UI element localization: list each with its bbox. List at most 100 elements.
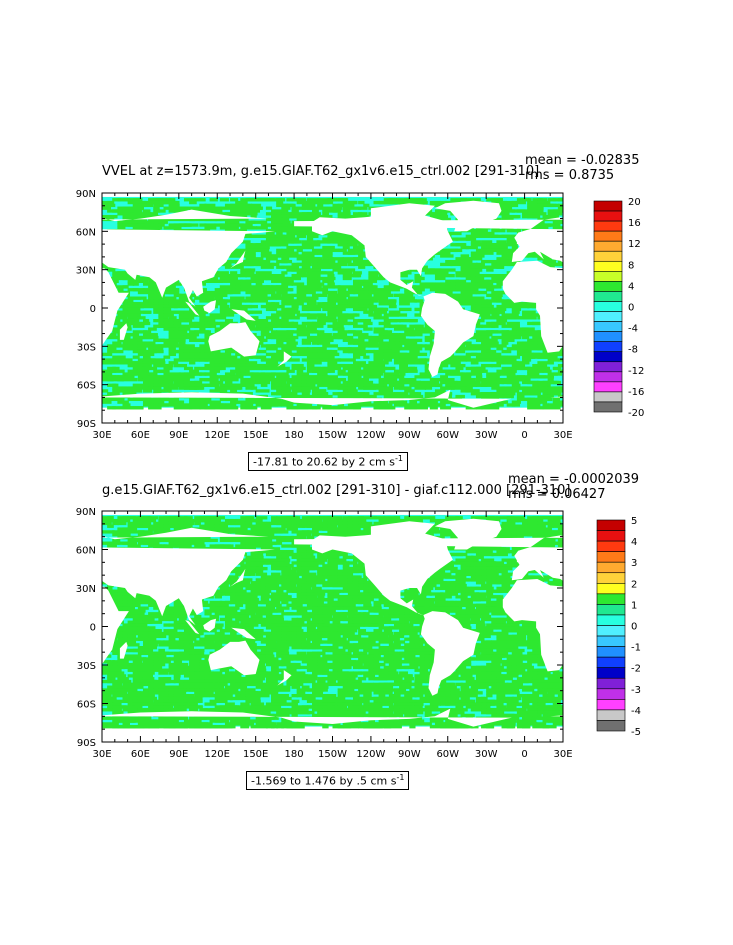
ocean-cell — [481, 240, 493, 244]
ocean-cell — [424, 316, 442, 320]
ocean-cell — [173, 299, 180, 303]
ocean-cell — [547, 372, 558, 376]
ocean-cell — [214, 271, 229, 275]
ocean-cell — [102, 276, 109, 281]
ocean-cell — [148, 245, 162, 250]
ocean-cell — [260, 223, 278, 227]
ocean-cell — [168, 262, 177, 267]
ocean-cell — [527, 338, 541, 342]
ocean-cell — [189, 400, 206, 404]
ocean-cell — [132, 279, 149, 283]
ocean-cell — [122, 527, 134, 531]
ocean-cell — [204, 516, 218, 520]
ocean-cell — [481, 583, 493, 588]
ocean-cell — [260, 586, 269, 591]
ocean-cell — [337, 248, 345, 253]
ocean-cell — [522, 234, 532, 238]
ocean-cell — [470, 268, 482, 272]
ocean-cell — [148, 226, 163, 230]
ocean-cell — [532, 265, 548, 269]
ocean-cell — [132, 248, 144, 253]
ocean-cell — [127, 223, 139, 227]
north-pole-mask — [102, 193, 563, 197]
ocean-cell — [470, 310, 486, 314]
ocean-cell — [373, 530, 391, 534]
ocean-cell — [189, 274, 207, 278]
ocean-cell — [388, 595, 396, 599]
ocean-cell — [542, 324, 552, 328]
ocean-cell — [291, 572, 308, 576]
ocean-cell — [230, 338, 248, 342]
ocean-cell — [516, 583, 529, 588]
ocean-cell — [465, 372, 483, 376]
ocean-cell — [102, 369, 117, 373]
ocean-cell — [117, 237, 132, 241]
ocean-cell — [117, 223, 136, 227]
ocean-cell — [460, 572, 480, 576]
ocean-cell — [414, 330, 433, 334]
ocean-cell — [347, 521, 357, 526]
ocean-cell — [465, 200, 477, 205]
ocean-cell — [465, 344, 484, 348]
ocean-cell — [342, 524, 352, 528]
ocean-cell — [378, 299, 386, 303]
ocean-cell — [219, 226, 237, 230]
ocean-cell — [445, 203, 456, 208]
ocean-cell — [250, 538, 265, 543]
ocean-cell — [117, 276, 128, 281]
ocean-cell — [296, 262, 312, 267]
ocean-cell — [230, 361, 249, 365]
ocean-cell — [224, 558, 235, 562]
ocean-cell — [506, 254, 520, 258]
ocean-cell — [219, 521, 229, 526]
ocean-cell — [122, 313, 141, 317]
ocean-cell — [199, 304, 212, 309]
ocean-cell — [189, 558, 196, 562]
ocean-cell — [352, 274, 362, 278]
ocean-cell — [322, 352, 340, 357]
ocean-cell — [230, 285, 247, 289]
ocean-cell — [214, 274, 225, 278]
ocean-cell — [393, 592, 406, 596]
colorbar-label: 4 — [628, 281, 634, 292]
ocean-cell — [117, 226, 126, 230]
ocean-cell — [148, 383, 157, 387]
ocean-cell — [112, 243, 125, 247]
ocean-cell — [368, 566, 380, 571]
ocean-cell — [137, 372, 157, 376]
ocean-cell — [409, 380, 417, 385]
ocean-cell — [122, 518, 131, 523]
ocean-cell — [542, 541, 554, 545]
ocean-cell — [240, 288, 248, 292]
ocean-cell — [240, 203, 250, 208]
ocean-cell — [148, 220, 163, 224]
ocean-cell — [404, 394, 412, 399]
ocean-cell — [496, 321, 506, 326]
ocean-cell — [178, 583, 191, 588]
ocean-cell — [455, 288, 469, 292]
ocean-cell — [102, 296, 120, 300]
ocean-cell — [265, 296, 278, 300]
ocean-cell — [163, 251, 171, 255]
lat-label: 90S — [77, 419, 96, 430]
ocean-cell — [537, 366, 550, 371]
ocean-cell — [306, 600, 324, 605]
ocean-cell — [142, 214, 160, 219]
ocean-cell — [378, 547, 388, 551]
ocean-cell — [342, 386, 355, 390]
ocean-cell — [255, 321, 274, 326]
ocean-cell — [358, 318, 372, 323]
ocean-cell — [250, 279, 264, 283]
ocean-cell — [557, 203, 563, 208]
ocean-cell — [301, 274, 321, 278]
ocean-cell — [224, 231, 234, 236]
ocean-cell — [532, 220, 545, 224]
ocean-cell — [178, 299, 195, 303]
ocean-cell — [532, 214, 539, 219]
ocean-cell — [271, 592, 288, 596]
ocean-cell — [142, 341, 152, 345]
ocean-cell — [419, 538, 431, 543]
ocean-cell — [537, 589, 549, 593]
ocean-cell — [255, 355, 266, 359]
ocean-cell — [148, 592, 165, 596]
